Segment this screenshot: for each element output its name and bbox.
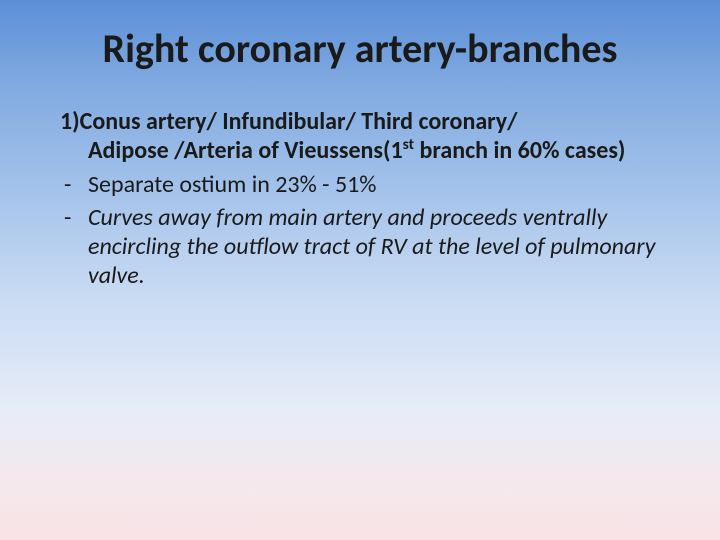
bullet-text: Separate ostium in 23% - 51% bbox=[88, 170, 376, 199]
lead-line1: 1)Conus artery/ Infundibular/ Third coro… bbox=[60, 107, 518, 136]
bullet-text: Curves away from main artery and proceed… bbox=[88, 203, 655, 291]
slide-title: Right coronary artery-branches bbox=[48, 24, 672, 73]
lead-line2-post: branch in 60% cases) bbox=[414, 136, 625, 165]
lead-line2-pre: Adipose /Arteria of Vieussens(1 bbox=[88, 136, 403, 165]
lead-item: 1)Conus artery/ Infundibular/ Third coro… bbox=[60, 107, 672, 166]
slide-body: 1)Conus artery/ Infundibular/ Third coro… bbox=[60, 107, 672, 291]
bullet-item: - Separate ostium in 23% - 51% bbox=[60, 170, 672, 199]
lead-sup: st bbox=[403, 135, 414, 154]
slide: Right coronary artery-branches 1)Conus a… bbox=[0, 0, 720, 540]
bullet-dash: - bbox=[64, 203, 71, 232]
lead-line2: Adipose /Arteria of Vieussens(1st branch… bbox=[60, 136, 672, 165]
bullet-item: - Curves away from main artery and proce… bbox=[60, 203, 672, 291]
bullet-dash: - bbox=[64, 170, 71, 199]
